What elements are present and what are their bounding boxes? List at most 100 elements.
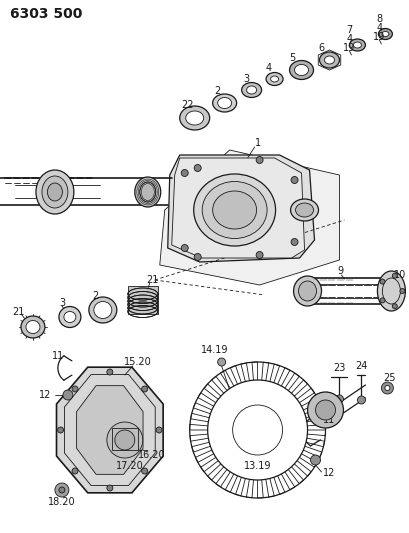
Polygon shape	[171, 158, 304, 258]
Ellipse shape	[270, 76, 278, 82]
Ellipse shape	[353, 42, 361, 48]
Ellipse shape	[289, 61, 313, 79]
Text: 3: 3	[243, 74, 249, 84]
Polygon shape	[76, 386, 143, 474]
Ellipse shape	[202, 182, 266, 238]
Ellipse shape	[185, 111, 203, 125]
Text: 2: 2	[214, 86, 220, 96]
Circle shape	[59, 487, 65, 493]
Text: 6: 6	[318, 43, 324, 53]
Circle shape	[380, 382, 393, 394]
Text: 6303 500: 6303 500	[10, 7, 82, 21]
Text: 21: 21	[12, 307, 24, 317]
Text: 4: 4	[265, 63, 271, 73]
Circle shape	[310, 455, 320, 465]
Text: 8: 8	[375, 14, 382, 24]
Ellipse shape	[47, 183, 62, 201]
Circle shape	[315, 400, 335, 420]
Circle shape	[307, 392, 343, 428]
Text: 2: 2	[92, 291, 99, 301]
Text: 16.20: 16.20	[137, 450, 165, 460]
Circle shape	[256, 252, 263, 259]
Circle shape	[141, 386, 147, 392]
Ellipse shape	[265, 72, 282, 85]
Circle shape	[107, 369, 112, 375]
Circle shape	[357, 396, 364, 404]
Circle shape	[379, 298, 384, 303]
Circle shape	[55, 483, 69, 497]
Ellipse shape	[21, 316, 45, 338]
Text: 21: 21	[146, 275, 159, 285]
Text: 11: 11	[323, 415, 335, 425]
Text: 7: 7	[346, 25, 352, 35]
Ellipse shape	[217, 98, 231, 109]
Circle shape	[207, 380, 307, 480]
Polygon shape	[56, 367, 163, 493]
Ellipse shape	[42, 176, 68, 208]
Ellipse shape	[64, 311, 76, 322]
Circle shape	[399, 288, 404, 294]
Text: 25: 25	[382, 373, 395, 383]
Circle shape	[181, 245, 188, 252]
Text: 12: 12	[323, 468, 335, 478]
Ellipse shape	[241, 83, 261, 98]
Text: 11: 11	[52, 351, 64, 361]
Circle shape	[290, 238, 297, 246]
Text: 23: 23	[333, 363, 345, 373]
Ellipse shape	[294, 64, 308, 76]
Circle shape	[256, 157, 263, 164]
Ellipse shape	[324, 56, 334, 64]
Ellipse shape	[212, 94, 236, 112]
Text: 17.20: 17.20	[116, 461, 143, 471]
Text: 1: 1	[254, 138, 260, 148]
Circle shape	[58, 427, 63, 433]
Ellipse shape	[377, 271, 405, 311]
Ellipse shape	[348, 39, 364, 51]
Ellipse shape	[193, 174, 275, 246]
Ellipse shape	[59, 306, 81, 327]
Circle shape	[141, 468, 147, 474]
Circle shape	[156, 427, 162, 433]
Circle shape	[194, 254, 201, 261]
Ellipse shape	[319, 52, 339, 68]
Ellipse shape	[36, 170, 74, 214]
Circle shape	[181, 169, 188, 176]
Ellipse shape	[298, 281, 316, 301]
Ellipse shape	[378, 28, 391, 39]
Polygon shape	[167, 155, 314, 262]
Ellipse shape	[89, 297, 117, 323]
Bar	[128, 286, 157, 314]
Circle shape	[335, 395, 343, 403]
Text: 4: 4	[346, 34, 352, 44]
Circle shape	[379, 279, 384, 284]
Circle shape	[107, 422, 142, 458]
Ellipse shape	[295, 203, 313, 217]
Text: 15.20: 15.20	[124, 357, 151, 367]
Circle shape	[115, 430, 135, 450]
Circle shape	[290, 176, 297, 183]
Ellipse shape	[246, 86, 256, 94]
Ellipse shape	[139, 182, 155, 202]
Text: 3: 3	[59, 298, 65, 308]
Ellipse shape	[381, 31, 388, 36]
Ellipse shape	[26, 320, 40, 334]
Bar	[112, 428, 137, 450]
Circle shape	[107, 485, 112, 491]
Text: 14.19: 14.19	[200, 345, 228, 355]
Text: 4: 4	[375, 23, 382, 33]
Ellipse shape	[290, 199, 318, 221]
Text: 19: 19	[342, 43, 355, 53]
Text: 10: 10	[393, 270, 406, 280]
Circle shape	[384, 385, 389, 391]
Text: 24: 24	[354, 361, 367, 371]
Circle shape	[391, 304, 396, 309]
Circle shape	[217, 358, 225, 366]
Ellipse shape	[293, 276, 321, 306]
Ellipse shape	[179, 106, 209, 130]
Text: 19: 19	[372, 32, 384, 42]
Ellipse shape	[135, 177, 160, 207]
Text: 5: 5	[289, 53, 295, 63]
Text: 18.20: 18.20	[48, 497, 76, 507]
Circle shape	[72, 386, 78, 392]
Text: 9: 9	[337, 266, 343, 276]
